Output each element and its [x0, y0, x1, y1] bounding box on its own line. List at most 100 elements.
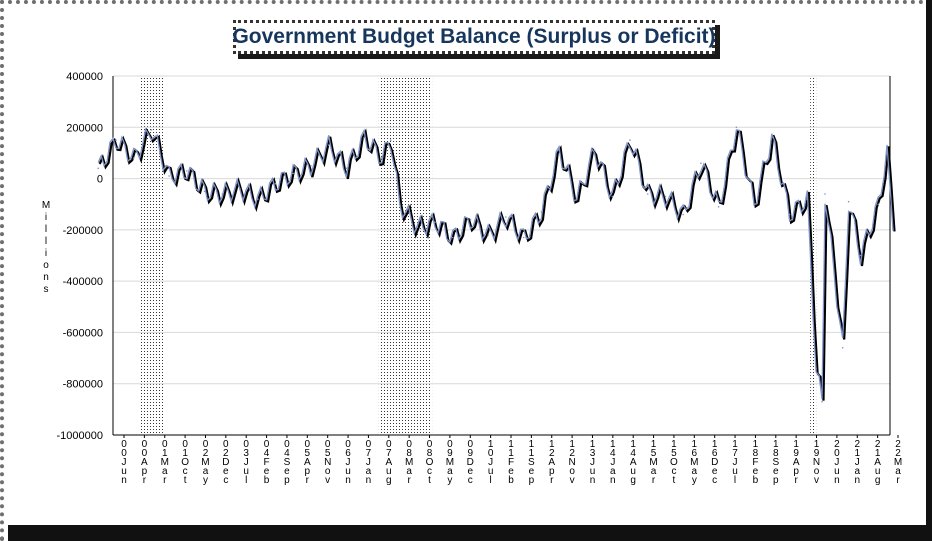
series-point [886, 152, 888, 154]
series-point [487, 234, 490, 236]
y-tick-label: -1000000 [57, 430, 104, 442]
series-point [815, 367, 817, 370]
series-point [398, 203, 401, 205]
chart-title: Government Budget Balance (Surplus or De… [232, 25, 716, 48]
series-point [771, 136, 773, 139]
series-point [735, 126, 738, 129]
series-point [821, 400, 823, 403]
series-point [717, 206, 720, 208]
series-point [847, 200, 850, 203]
recession-band-1 [378, 76, 433, 435]
series-point [558, 149, 560, 152]
series-point [629, 139, 631, 141]
series-point [682, 213, 684, 216]
y-tick-labels: 400000 200000 0 -200000 -400000 -600000 -80000… [57, 71, 104, 442]
y-tick-label: -600000 [63, 327, 103, 339]
series-point [806, 198, 809, 200]
chart-title-box: Government Budget Balance (Surplus or De… [232, 20, 716, 54]
series-point [841, 347, 844, 349]
frame-shadow-bottom [8, 525, 932, 541]
y-tick-label: -800000 [63, 379, 103, 391]
series-point [150, 129, 153, 131]
series-point [753, 203, 755, 205]
series-point [203, 190, 206, 193]
y-tick-label: 0 [97, 174, 103, 186]
series-point [877, 203, 879, 205]
series-point [132, 157, 135, 159]
series-point [892, 229, 894, 231]
series-point [168, 175, 170, 177]
series-line-0 [97, 127, 894, 400]
series-point [239, 188, 241, 190]
y-tick-label: 200000 [66, 122, 103, 134]
series-point [274, 182, 277, 185]
series-point [664, 195, 667, 198]
data-series [97, 126, 896, 403]
series-point [97, 167, 99, 170]
series-point [522, 236, 525, 239]
recession-band-2 [810, 76, 817, 435]
series-point [824, 193, 826, 195]
series-point [646, 193, 649, 195]
series-point [452, 236, 454, 239]
series-point [469, 218, 472, 221]
series-point [700, 162, 702, 164]
y-tick-label: -200000 [63, 225, 103, 237]
frame-shadow-right [926, 0, 932, 541]
